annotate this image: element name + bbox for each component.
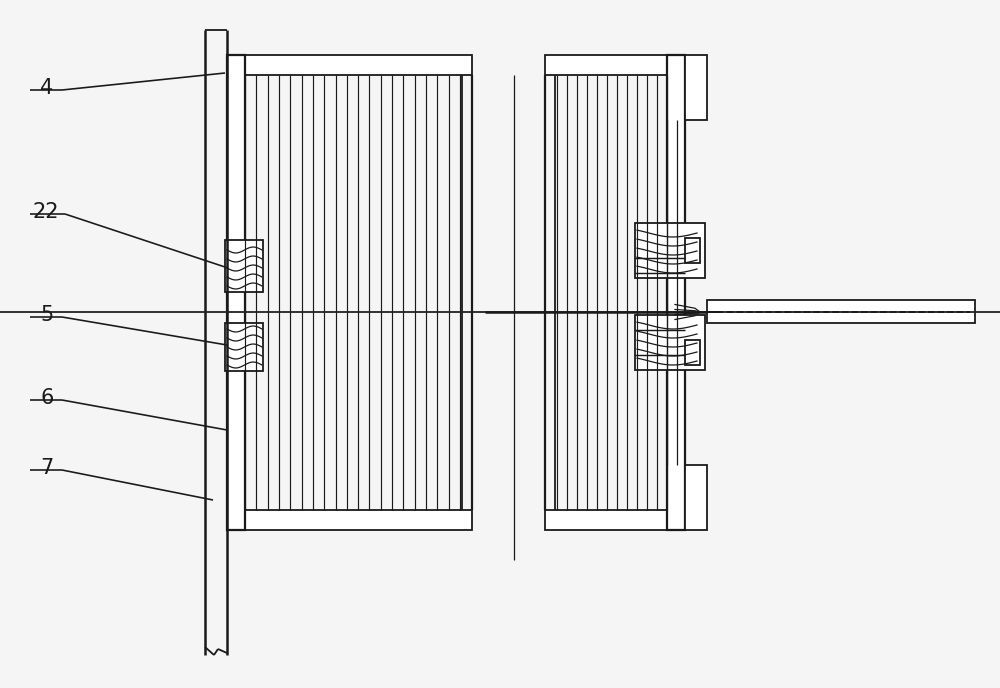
Bar xyxy=(545,510,685,530)
Bar xyxy=(227,510,472,530)
Bar xyxy=(685,465,707,530)
Text: 22: 22 xyxy=(32,202,59,222)
Text: 6: 6 xyxy=(40,388,53,408)
Bar xyxy=(685,55,707,120)
Bar xyxy=(227,55,245,530)
Text: 5: 5 xyxy=(40,305,53,325)
Bar xyxy=(685,238,700,263)
Bar xyxy=(635,315,705,370)
Bar xyxy=(707,300,975,323)
Bar xyxy=(667,55,685,530)
Bar xyxy=(685,340,700,365)
Bar xyxy=(635,223,705,278)
Bar xyxy=(225,240,263,292)
Text: 4: 4 xyxy=(40,78,53,98)
Text: 7: 7 xyxy=(40,458,53,478)
Bar xyxy=(545,55,685,75)
Bar xyxy=(227,55,472,75)
Bar xyxy=(225,323,263,371)
